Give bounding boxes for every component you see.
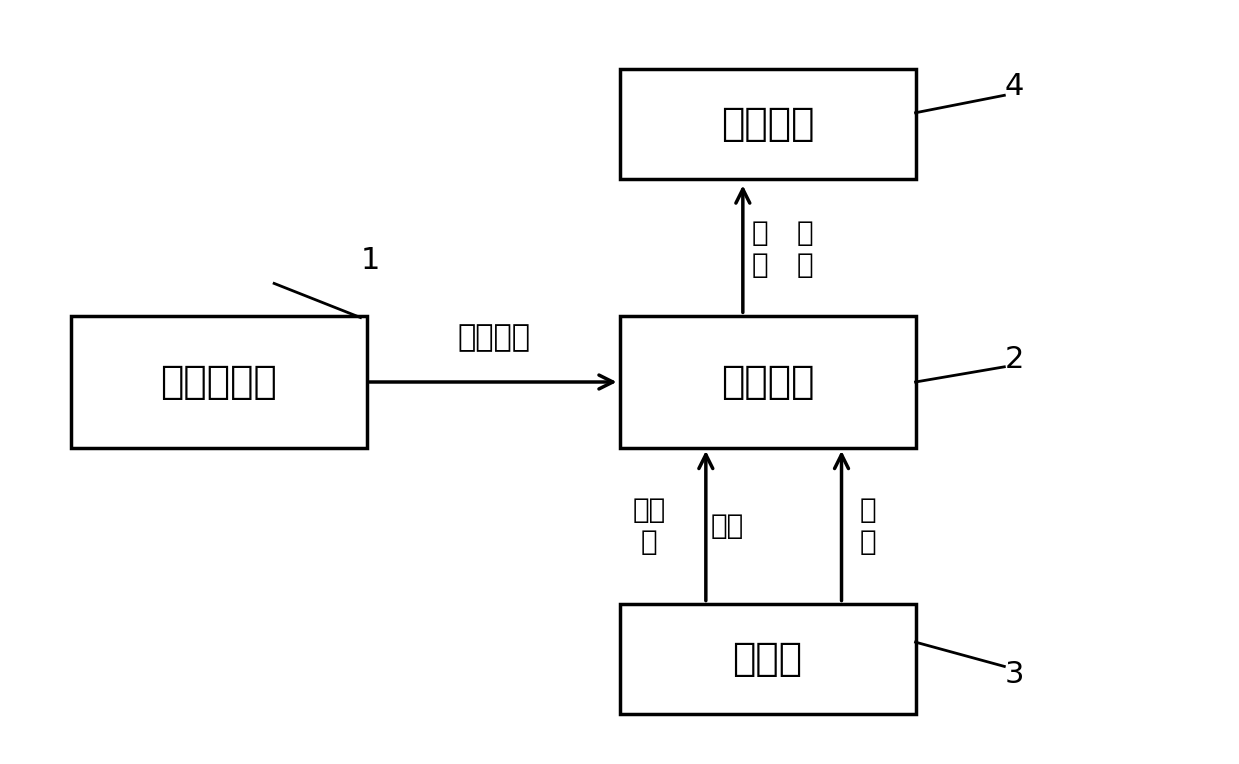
Text: 4: 4 xyxy=(1005,72,1023,101)
Bar xyxy=(620,69,916,179)
Text: 1: 1 xyxy=(361,246,380,275)
Text: 油量信息: 油量信息 xyxy=(457,322,530,351)
Text: 显示模块: 显示模块 xyxy=(721,105,814,143)
Text: 燃油传感器: 燃油传感器 xyxy=(160,363,278,401)
Text: 转速: 转速 xyxy=(711,512,745,540)
Text: 车
速: 车 速 xyxy=(860,496,877,556)
Text: 传
输: 传 输 xyxy=(797,219,813,280)
Bar xyxy=(620,316,916,448)
Text: 发动机: 发动机 xyxy=(732,639,803,678)
Text: 控制模块: 控制模块 xyxy=(721,363,814,401)
Bar xyxy=(620,604,916,714)
Text: 3: 3 xyxy=(1005,659,1023,688)
Text: 2: 2 xyxy=(1005,345,1023,374)
Bar xyxy=(71,316,367,448)
Text: 数
据: 数 据 xyxy=(752,219,768,280)
Text: 发动
机: 发动 机 xyxy=(632,496,665,556)
